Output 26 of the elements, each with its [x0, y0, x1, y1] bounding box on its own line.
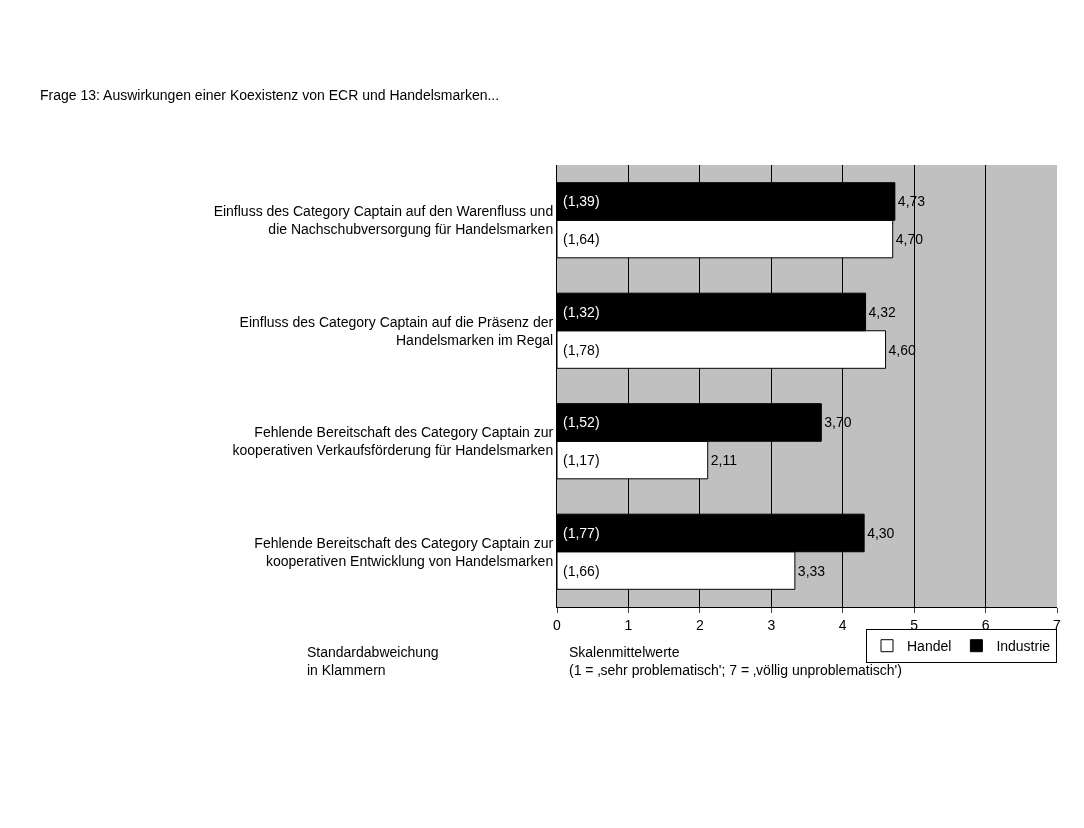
- data-label: 4,32: [868, 303, 897, 320]
- y-tick-label: Fehlende Bereitschaft des Category Captain zur kooperativen Verkaufsförderung für Handelsmarken: [232, 424, 554, 459]
- text: Standardabweichung in Klammern: [307, 644, 439, 679]
- y-tick-label: Einfluss des Category Captain auf die Präsenz der Handelsmarken im Regal: [239, 313, 554, 348]
- y-tick-label: Fehlende Bereitschaft des Category Captain zur kooperativen Entwicklung von Handelsmarken: [254, 534, 554, 569]
- x-tick-label: 4: [838, 616, 847, 633]
- annotation: (1,66): [563, 563, 600, 579]
- y-tick-label: Einfluss des Category Captain auf den Warenfluss und die Nachschubversorgung für Handelsmarken: [213, 203, 554, 238]
- text: Frage 13: Auswirkungen einer Koexistenz von ECR und Handelsmarken...: [40, 86, 500, 103]
- annotation: (1,52): [563, 414, 600, 430]
- legend-label: Industrie: [996, 638, 1051, 655]
- annotation: (1,64): [563, 231, 600, 247]
- data-label: 4,30: [867, 524, 895, 541]
- data-label: 3,33: [797, 562, 826, 579]
- annotation: (1,39): [563, 193, 600, 209]
- x-axis-title: Skalenmittelwerte (1 = ‚sehr problematisch'; 7 = ‚völlig unproblematisch'): [569, 644, 902, 679]
- x-tick-label: 2: [695, 616, 704, 633]
- annotation: (1,78): [563, 342, 600, 358]
- legend-label: Handel: [907, 638, 952, 655]
- data-label: 2,11: [710, 452, 738, 469]
- annotation: (1,32): [563, 304, 600, 320]
- annotation: (1,17): [563, 452, 600, 468]
- annotation: (1,77): [563, 525, 600, 541]
- x-tick-label: 0: [553, 616, 562, 633]
- x-tick-label: 3: [767, 616, 776, 633]
- x-tick-label: 1: [624, 616, 633, 633]
